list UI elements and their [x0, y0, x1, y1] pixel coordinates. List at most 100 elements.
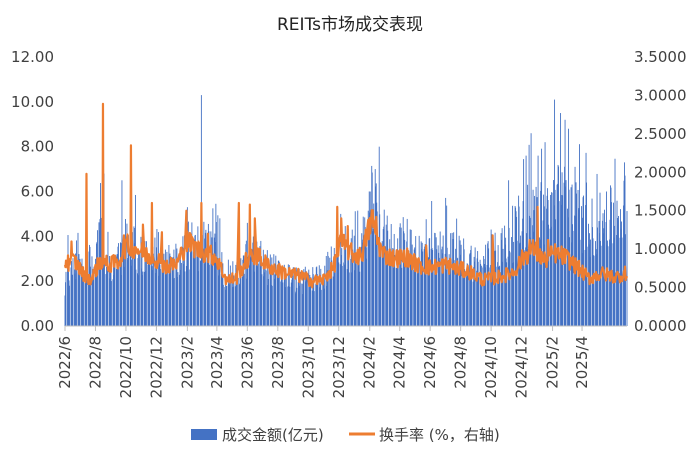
- turnover-bar: [187, 221, 189, 326]
- turnover-bar: [424, 244, 426, 326]
- turnover-bar: [488, 248, 490, 326]
- turnover-bar: [611, 202, 612, 326]
- turnover-bar: [389, 239, 391, 326]
- turnover-bar: [607, 246, 609, 326]
- turnover-bar: [491, 260, 493, 326]
- turnover-bar: [441, 246, 443, 326]
- turnover-bar: [302, 283, 304, 326]
- turnover-bar: [353, 235, 355, 326]
- turnover-bar: [445, 269, 447, 326]
- turnover-bar: [234, 286, 236, 326]
- turnover-bar: [142, 271, 144, 326]
- turnover-bar: [98, 222, 100, 326]
- turnover-bar: [74, 273, 76, 326]
- turnover-bar: [618, 215, 619, 326]
- turnover-bar: [299, 285, 301, 326]
- turnover-bar: [452, 239, 454, 326]
- turnover-bar: [116, 268, 117, 326]
- turnover-bar: [467, 264, 469, 326]
- turnover-bar: [178, 274, 180, 326]
- x-tick-label: 2022/6: [56, 336, 74, 389]
- turnover-bar: [474, 247, 476, 326]
- turnover-bar: [221, 273, 223, 326]
- turnover-bar: [224, 287, 226, 326]
- x-axis-ticks: 2022/6 2022/8 2022/10 2022/12 2023/2 2023/4 20…: [56, 326, 591, 398]
- turnover-bar: [411, 244, 413, 326]
- turnover-bar: [69, 285, 70, 326]
- turnover-bar: [276, 267, 278, 326]
- right-y-tick-label: 1.0000: [634, 240, 687, 258]
- turnover-bar: [93, 266, 95, 326]
- turnover-bar: [624, 162, 625, 326]
- turnover-bar: [225, 285, 227, 326]
- turnover-bar: [508, 180, 510, 326]
- turnover-bar: [196, 256, 198, 326]
- turnover-bar: [460, 254, 462, 326]
- turnover-bar: [364, 217, 366, 326]
- turnover-bar: [311, 290, 313, 326]
- turnover-bar: [477, 261, 479, 326]
- turnover-bar: [521, 231, 523, 326]
- turnover-bar: [137, 253, 139, 326]
- turnover-bar: [429, 238, 431, 326]
- turnover-bar: [473, 267, 475, 326]
- turnover-bar: [274, 274, 276, 326]
- turnover-bar: [215, 222, 217, 326]
- turnover-bar: [390, 262, 392, 326]
- turnover-bar: [120, 243, 122, 326]
- turnover-bar: [267, 279, 269, 326]
- turnover-bar: [532, 225, 534, 326]
- turnover-bar: [557, 183, 559, 326]
- turnover-bar: [523, 159, 525, 326]
- right-y-tick-label: 3.5000: [634, 48, 687, 66]
- turnover-bar: [394, 254, 396, 326]
- turnover-bar: [383, 226, 385, 326]
- turnover-bar: [457, 257, 459, 326]
- turnover-bar: [434, 233, 436, 326]
- turnover-bar: [414, 247, 416, 326]
- turnover-bar: [358, 250, 360, 326]
- turnover-bar: [437, 245, 439, 326]
- turnover-bar: [463, 238, 465, 326]
- turnover-bar: [401, 267, 403, 326]
- turnover-bar: [438, 252, 440, 326]
- turnover-bar: [476, 270, 478, 326]
- turnover-bar: [229, 284, 231, 326]
- turnover-bar: [397, 238, 399, 326]
- turnover-bar: [442, 253, 444, 326]
- turnover-bar: [519, 243, 521, 326]
- turnover-bar: [477, 251, 479, 326]
- turnover-bar: [570, 187, 572, 326]
- turnover-bars: [64, 95, 628, 327]
- turnover-bar: [145, 241, 147, 326]
- turnover-bar: [581, 253, 583, 326]
- turnover-bar: [254, 262, 256, 326]
- turnover-bar: [294, 270, 296, 326]
- turnover-bar: [198, 255, 200, 326]
- turnover-bar: [549, 228, 551, 326]
- turnover-bar: [519, 242, 521, 326]
- turnover-bar: [439, 231, 441, 326]
- turnover-bar: [369, 212, 371, 326]
- turnover-bar: [357, 210, 359, 326]
- turnover-bar: [156, 229, 158, 326]
- turnover-bar: [379, 214, 381, 326]
- turnover-bar: [284, 287, 286, 326]
- x-tick-label: 2024/12: [513, 336, 531, 398]
- turnover-bar: [512, 205, 514, 326]
- turnover-bar: [262, 249, 264, 326]
- turnover-bar: [144, 250, 146, 326]
- left-y-tick-label: 0.00: [21, 317, 54, 335]
- turnover-bar: [418, 235, 420, 326]
- turnover-bar: [513, 241, 515, 326]
- turnover-bar: [557, 164, 559, 326]
- turnover-bar: [281, 270, 283, 326]
- turnover-bar: [325, 255, 327, 326]
- x-tick-label: 2025/4: [573, 336, 591, 389]
- turnover-bar: [210, 231, 212, 326]
- turnover-bar: [137, 258, 139, 326]
- turnover-bar: [534, 195, 536, 326]
- turnover-bar: [525, 247, 527, 326]
- turnover-bar: [136, 273, 138, 326]
- turnover-bar: [334, 270, 336, 326]
